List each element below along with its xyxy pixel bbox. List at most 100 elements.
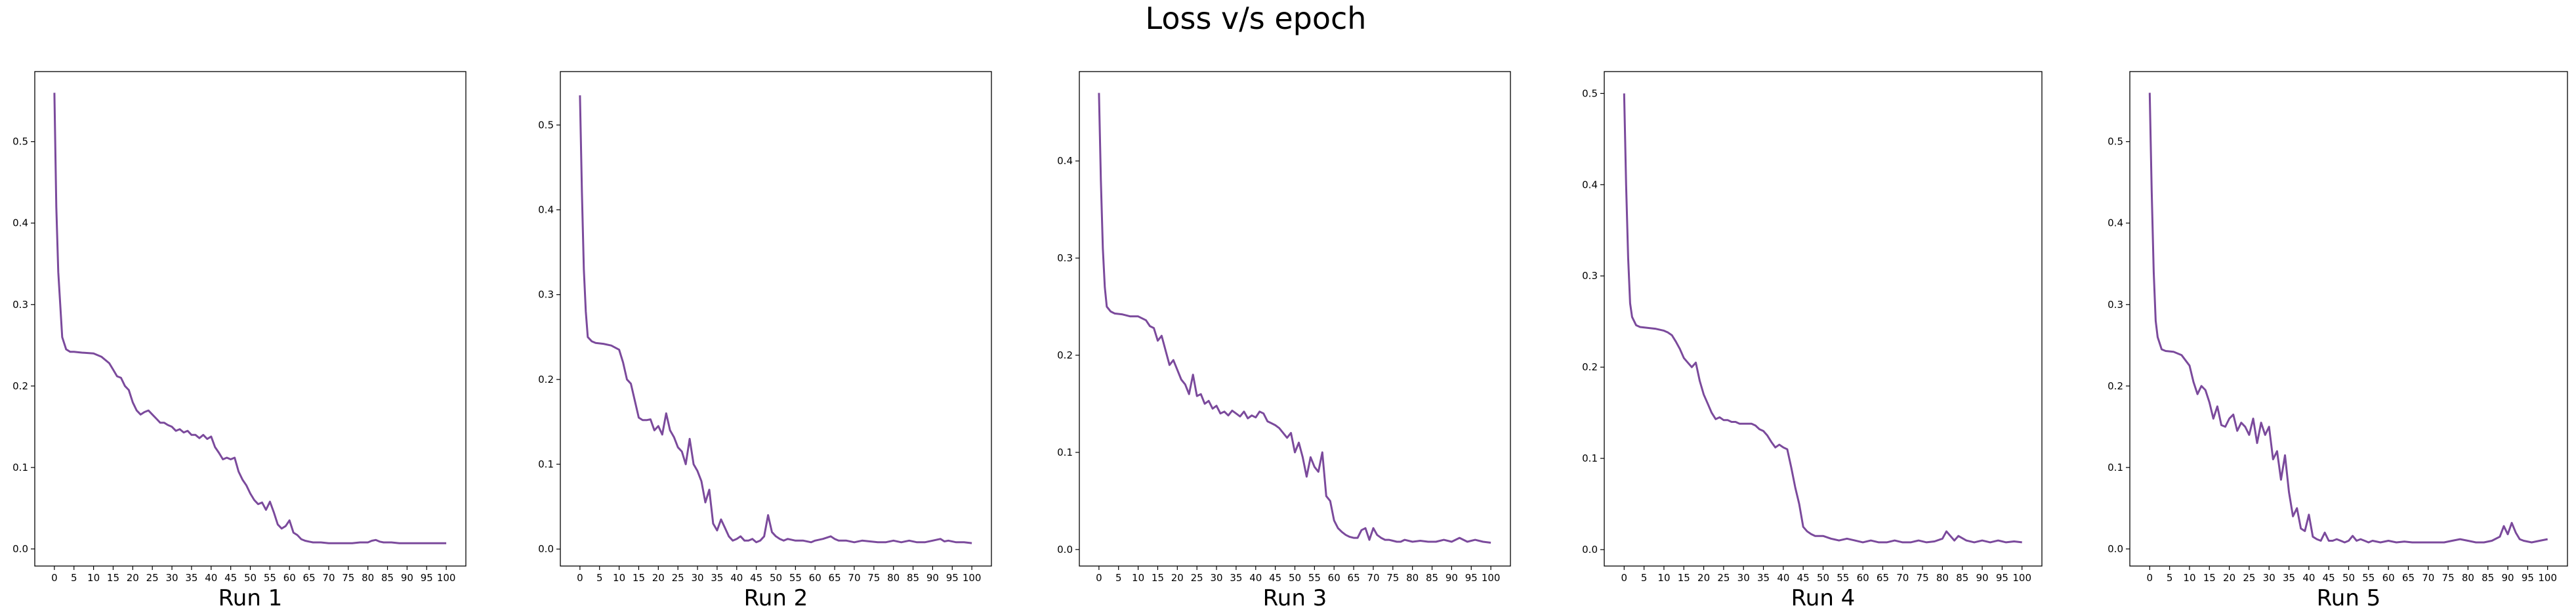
y-tick-label: 0.1 [12,462,28,473]
y-tick-label: 0.0 [1057,544,1073,556]
axes-frame [1604,71,2043,567]
x-tick-label: 15 [1678,572,1690,584]
x-tick-label: 0 [577,572,583,584]
x-tick-label: 50 [1289,572,1301,584]
x-tick-label: 45 [224,572,237,584]
x-tick-label: 55 [2362,572,2375,584]
x-tick-label: 70 [848,572,860,584]
x-tick-label: 55 [1308,572,1321,584]
x-tick-label: 25 [146,572,159,584]
x-tick-label: 35 [1230,572,1242,584]
x-tick-label: 30 [1737,572,1750,584]
x-tick-label: 75 [1917,572,1929,584]
x-axis-label: Run 5 [2317,585,2381,611]
x-tick-label: 25 [1191,572,1203,584]
x-tick-label: 95 [1996,572,2008,584]
x-tick-label: 0 [1621,572,1628,584]
y-tick-label: 0.5 [1582,87,1598,99]
x-tick-label: 5 [596,572,603,584]
x-tick-label: 90 [926,572,939,584]
x-tick-label: 45 [2323,572,2335,584]
x-tick-label: 35 [1757,572,1770,584]
x-tick-label: 5 [1641,572,1648,584]
loss-series-line [1098,93,1491,544]
x-tick-label: 85 [381,572,394,584]
loss-series-line [53,93,447,544]
x-tick-label: 20 [652,572,665,584]
x-tick-label: 35 [185,572,197,584]
y-tick-label: 0.0 [2108,543,2123,555]
x-tick-label: 80 [362,572,374,584]
subplot-run-5: 0 5 10 15 20 25 30 35 40 45 50 55 60 65 70 75 80 85 90 95 10… [2108,71,2568,611]
x-tick-label: 25 [672,572,684,584]
x-tick-label: 55 [789,572,802,584]
axes-frame [34,71,467,567]
x-tick-label: 50 [1817,572,1829,584]
x-tick-label: 60 [1857,572,1869,584]
x-tick-label: 80 [1936,572,1949,584]
x-tick-label: 75 [867,572,880,584]
loss-series-line [2148,93,2548,544]
y-tick-label: 0.1 [538,458,554,470]
x-tick-label: 70 [322,572,335,584]
x-tick-label: 95 [1465,572,1478,584]
x-tick-label: 90 [1976,572,1988,584]
subplot-run-4: 0 5 10 15 20 25 30 35 40 45 50 55 60 65 70 75 80 85 90 95 10… [1582,71,2043,611]
x-tick-label: 85 [1426,572,1438,584]
x-tick-label: 85 [1956,572,1968,584]
x-tick-label: 0 [1096,572,1102,584]
x-tick-label: 95 [421,572,433,584]
x-tick-label: 35 [2283,572,2295,584]
x-tick-label: 5 [71,572,77,584]
loss-series-line [1623,93,2022,544]
x-tick-label: 50 [770,572,782,584]
x-tick-label: 65 [1348,572,1360,584]
x-tick-label: 35 [711,572,723,584]
y-tick-label: 0.0 [1582,544,1598,556]
axes-frame [2129,71,2568,567]
y-tick-label: 0.5 [2108,136,2123,148]
x-tick-label: 15 [633,572,645,584]
y-tick-label: 0.4 [538,204,554,216]
y-tick-label: 0.2 [538,374,554,385]
x-tick-label: 10 [87,572,100,584]
x-tick-label: 75 [2442,572,2455,584]
x-tick-label: 50 [2342,572,2355,584]
x-tick-label: 40 [1777,572,1789,584]
axes-frame [1079,71,1511,567]
x-tick-label: 60 [283,572,296,584]
x-tick-label: 85 [2482,572,2494,584]
axes-frame [560,71,992,567]
y-tick-label: 0.3 [2108,299,2123,311]
x-tick-label: 20 [1697,572,1710,584]
x-axis-label: Run 1 [218,585,283,611]
x-tick-label: 45 [750,572,762,584]
x-tick-label: 70 [1367,572,1379,584]
x-tick-label: 30 [1210,572,1222,584]
y-tick-label: 0.0 [12,543,28,555]
y-tick-label: 0.5 [538,119,554,131]
y-tick-label: 0.3 [1582,270,1598,282]
x-tick-label: 20 [1171,572,1184,584]
x-tick-label: 40 [1249,572,1262,584]
x-axis-label: Run 4 [1791,585,1856,611]
x-tick-label: 5 [1115,572,1122,584]
x-tick-label: 100 [963,572,982,584]
loss-series-line [579,95,972,544]
x-tick-label: 0 [2147,572,2153,584]
x-tick-label: 95 [2522,572,2534,584]
x-tick-label: 80 [1406,572,1419,584]
y-tick-label: 0.0 [538,543,554,555]
x-tick-label: 15 [107,572,119,584]
y-tick-label: 0.2 [1582,361,1598,373]
x-tick-label: 55 [1837,572,1849,584]
y-tick-label: 0.3 [538,289,554,301]
x-axis-label: Run 2 [744,585,808,611]
x-tick-label: 90 [2501,572,2514,584]
x-tick-label: 75 [1386,572,1399,584]
x-tick-label: 25 [2243,572,2255,584]
x-tick-label: 85 [907,572,919,584]
x-tick-label: 70 [1896,572,1909,584]
x-tick-label: 20 [2223,572,2235,584]
